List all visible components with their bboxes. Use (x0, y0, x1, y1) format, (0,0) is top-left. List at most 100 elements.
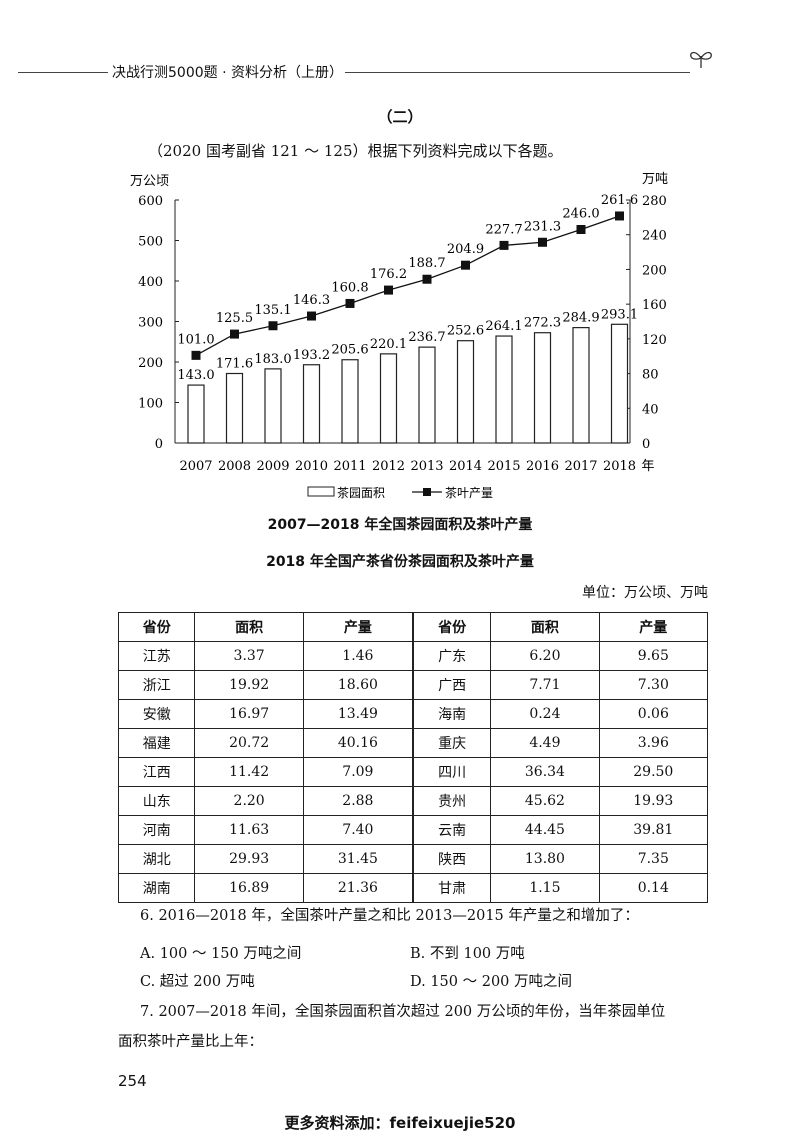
output-label: 176.2 (370, 267, 407, 282)
area-cell: 36.34 (490, 757, 600, 787)
province-cell: 四川 (412, 757, 492, 787)
chart-title: 2007—2018 年全国茶园面积及茶叶产量 (267, 517, 533, 533)
left-tick-label: 500 (138, 235, 163, 250)
left-tick-label: 200 (138, 356, 163, 371)
output-cell: 7.35 (598, 844, 709, 874)
x-tick-label: 2012 (372, 459, 405, 474)
table-row: 湖北 29.93 31.45 陕西 13.80 7.35 (117, 844, 709, 874)
area-cell: 3.37 (194, 641, 304, 671)
x-tick-label: 2011 (333, 459, 366, 474)
output-label: 246.0 (562, 207, 599, 222)
area-cell: 4.49 (490, 728, 600, 758)
table-row: 河南 11.63 7.40 云南 44.45 39.81 (117, 815, 709, 845)
table-title: 2018 年全国产茶省份茶园面积及茶叶产量 (266, 554, 534, 570)
column-header: 省份 (117, 612, 196, 642)
area-bar (533, 332, 552, 444)
x-unit-label: 年 (642, 459, 655, 474)
output-cell: 39.81 (598, 815, 709, 845)
x-tick-label: 2017 (564, 459, 597, 474)
province-cell: 江苏 (117, 641, 196, 671)
area-bar-label: 171.6 (216, 357, 253, 372)
table-row: 福建 20.72 40.16 重庆 4.49 3.96 (117, 728, 709, 758)
output-marker (538, 237, 547, 247)
output-cell: 7.40 (302, 815, 414, 845)
output-marker (345, 298, 355, 308)
output-label: 204.9 (447, 242, 484, 257)
output-marker (268, 321, 278, 331)
output-cell: 21.36 (302, 873, 414, 903)
province-cell: 广东 (412, 641, 492, 671)
area-bar-label: 205.6 (331, 343, 368, 358)
area-bar-label: 193.2 (293, 348, 330, 363)
left-tick-label: 400 (138, 275, 163, 290)
output-line (195, 215, 620, 356)
legend-bar-label: 茶园面积 (337, 485, 385, 500)
footer-note: 更多资料添加：feifeixuejie520 (284, 1114, 516, 1132)
table-unit: 单位：万公顷、万吨 (582, 585, 708, 601)
province-cell: 贵州 (412, 786, 492, 816)
area-cell: 13.80 (490, 844, 600, 874)
x-tick-label: 2008 (218, 459, 251, 474)
province-cell: 河南 (117, 815, 196, 845)
column-header: 产量 (598, 612, 709, 642)
output-marker (615, 211, 624, 221)
province-cell: 福建 (117, 728, 196, 758)
output-cell: 3.96 (598, 728, 709, 758)
output-marker (576, 225, 586, 235)
province-cell: 安徽 (117, 699, 196, 729)
sprout-icon (690, 51, 712, 68)
table-row: 浙江 19.92 18.60 广西 7.71 7.30 (117, 670, 709, 700)
area-bar-label: 293.1 (601, 307, 638, 322)
area-bar-label: 183.0 (254, 352, 291, 367)
area-cell: 16.97 (194, 699, 304, 729)
x-tick-label: 2018 (603, 459, 636, 474)
option-6c: C. 超过 200 万吨 (140, 974, 255, 990)
option-6a: A. 100 ～ 150 万吨之间 (140, 946, 302, 962)
province-table: 省份 面积 产量 省份 面积 产量 江苏 3.37 1.46 广东 6.20 9.65 浙江 19.92… (117, 612, 709, 903)
area-cell: 16.89 (194, 873, 304, 903)
output-marker (230, 329, 239, 339)
area-cell: 45.62 (490, 786, 600, 816)
output-marker (307, 311, 316, 321)
area-cell: 19.92 (194, 670, 304, 700)
table-row: 山东 2.20 2.88 贵州 45.62 19.93 (117, 786, 709, 816)
output-cell: 19.93 (598, 786, 709, 816)
question-7-line1: 7. 2007—2018 年间，全国茶园面积首次超过 200 万公顷的年份，当年… (140, 1004, 666, 1020)
left-tick-label: 300 (138, 316, 163, 331)
area-bar-label: 284.9 (562, 311, 599, 326)
area-cell: 0.24 (490, 699, 600, 729)
province-cell: 湖北 (117, 844, 196, 874)
area-cell: 44.45 (490, 815, 600, 845)
right-tick-label: 40 (642, 402, 659, 417)
area-bar (418, 346, 436, 444)
table-row: 湖南 16.89 21.36 甘肃 1.15 0.14 (117, 873, 709, 903)
intro-text: （2020 国考副省 121 ～ 125）根据下列资料完成以下各题。 (148, 142, 563, 160)
area-bar (572, 327, 590, 444)
output-cell: 7.30 (598, 670, 709, 700)
right-tick-label: 200 (642, 263, 667, 278)
area-bar-label: 272.3 (524, 316, 561, 331)
left-tick-label: 100 (138, 397, 163, 412)
province-cell: 山东 (117, 786, 196, 816)
province-cell: 江西 (117, 757, 196, 787)
output-cell: 7.09 (302, 757, 414, 787)
column-header: 面积 (490, 612, 600, 642)
x-tick-label: 2016 (526, 459, 559, 474)
area-bar-label: 236.7 (408, 330, 445, 345)
combo-chart: 0 100 200 300 400 500 600 0 40 80 120 160 200 240 280 万… (130, 172, 668, 500)
output-cell: 18.60 (302, 670, 414, 700)
area-cell: 11.63 (194, 815, 304, 845)
output-marker (461, 260, 470, 270)
output-label: 160.8 (331, 280, 368, 295)
output-cell: 0.14 (598, 873, 709, 903)
question-6: 6. 2016—2018 年，全国茶叶产量之和比 2013—2015 年产量之和… (140, 908, 639, 924)
area-bar-label: 252.6 (447, 324, 484, 339)
output-label: 231.3 (524, 219, 561, 234)
column-header: 产量 (302, 612, 414, 642)
area-bar (264, 368, 282, 444)
table-row: 江苏 3.37 1.46 广东 6.20 9.65 (117, 641, 709, 671)
output-label: 125.5 (216, 311, 253, 326)
table-row: 江西 11.42 7.09 四川 36.34 29.50 (117, 757, 709, 787)
output-cell: 13.49 (302, 699, 414, 729)
province-cell: 云南 (412, 815, 492, 845)
